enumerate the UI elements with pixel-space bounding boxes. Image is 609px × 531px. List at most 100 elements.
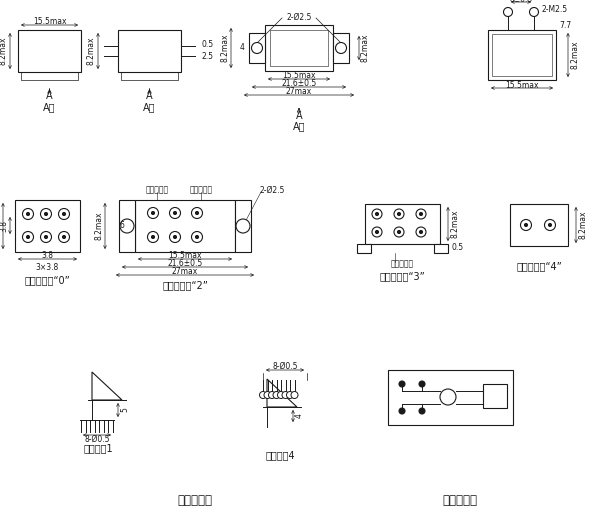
Circle shape (27, 212, 29, 216)
Circle shape (416, 227, 426, 237)
Text: 安装方式：“0”: 安装方式：“0” (24, 275, 71, 285)
Circle shape (549, 224, 552, 227)
Text: 8-Ø0.5: 8-Ø0.5 (272, 362, 298, 371)
Bar (270, 30, 328, 66)
Text: 安装方式：“3”: 安装方式：“3” (379, 271, 425, 281)
Text: 5: 5 (120, 408, 129, 413)
Text: 2-Ø2.5: 2-Ø2.5 (260, 185, 286, 194)
Circle shape (63, 212, 66, 216)
Text: 8.2max: 8.2max (578, 211, 587, 239)
Bar (388, 370, 513, 425)
Bar (265, 25, 333, 71)
Bar (357, 244, 371, 253)
Bar (235, 200, 251, 252)
Text: 安装方式：“4”: 安装方式：“4” (516, 261, 562, 271)
Text: 8.2max: 8.2max (0, 37, 8, 65)
Bar (15, 200, 80, 252)
Circle shape (336, 42, 347, 54)
Text: 0.5: 0.5 (452, 244, 464, 253)
Text: 2-Ø2.5: 2-Ø2.5 (286, 13, 312, 21)
Circle shape (259, 391, 267, 398)
Text: 着色绦缘子: 着色绦缘子 (146, 185, 169, 194)
Circle shape (282, 391, 289, 398)
Circle shape (23, 232, 33, 243)
Bar (365, 204, 440, 244)
Circle shape (394, 227, 404, 237)
Circle shape (419, 381, 425, 387)
Circle shape (278, 391, 284, 398)
Text: 7.7: 7.7 (559, 21, 571, 30)
Text: 8±0.5: 8±0.5 (509, 0, 533, 4)
Circle shape (191, 232, 203, 243)
Text: 着色绦缘子: 着色绦缘子 (391, 260, 414, 269)
Text: 着色绦缘子: 着色绦缘子 (189, 185, 213, 194)
Text: 3.8: 3.8 (0, 219, 8, 232)
Circle shape (398, 230, 401, 234)
Circle shape (529, 7, 538, 16)
Circle shape (44, 236, 48, 238)
Bar (249, 33, 265, 63)
Circle shape (169, 208, 180, 218)
Text: 15.5max: 15.5max (505, 81, 539, 90)
Text: 2-M2.5: 2-M2.5 (542, 5, 568, 14)
Text: 21.6±0.5: 21.6±0.5 (167, 260, 203, 269)
Circle shape (191, 208, 203, 218)
Text: 27max: 27max (286, 88, 312, 97)
Circle shape (174, 211, 177, 215)
Text: 焊钉式：4: 焊钉式：4 (265, 450, 295, 460)
Bar (18, 30, 81, 72)
Text: A: A (146, 91, 153, 101)
Circle shape (41, 209, 52, 219)
Circle shape (27, 236, 29, 238)
Circle shape (521, 219, 532, 230)
Text: 8.2max: 8.2max (0, 212, 1, 240)
Circle shape (416, 209, 426, 219)
Bar (121, 72, 178, 80)
Circle shape (269, 391, 275, 398)
Circle shape (195, 211, 199, 215)
Circle shape (195, 236, 199, 238)
Circle shape (147, 232, 158, 243)
Text: 插针式：1: 插针式：1 (83, 443, 113, 453)
Text: 底视电路图: 底视电路图 (443, 493, 477, 507)
Circle shape (420, 212, 423, 216)
Circle shape (120, 219, 134, 233)
Text: A: A (296, 111, 302, 121)
Circle shape (63, 236, 66, 238)
Text: 15.5max: 15.5max (33, 18, 66, 27)
Circle shape (174, 236, 177, 238)
Bar (135, 200, 235, 252)
Text: 8.2max: 8.2max (220, 34, 229, 62)
Circle shape (23, 209, 33, 219)
Circle shape (544, 219, 555, 230)
Circle shape (273, 391, 280, 398)
Text: 15.5max: 15.5max (282, 72, 315, 81)
Circle shape (264, 391, 271, 398)
Circle shape (58, 209, 69, 219)
Circle shape (169, 232, 180, 243)
Text: 3×3.8: 3×3.8 (36, 263, 59, 272)
Bar (492, 34, 552, 76)
Bar (118, 30, 181, 72)
Text: 8.2max: 8.2max (570, 41, 579, 69)
Circle shape (236, 219, 250, 233)
Bar (483, 384, 507, 408)
Circle shape (372, 209, 382, 219)
Bar (21, 72, 78, 80)
Text: 27max: 27max (172, 268, 198, 277)
Circle shape (58, 232, 69, 243)
Bar (333, 33, 349, 63)
Text: 引出端型式: 引出端型式 (177, 493, 213, 507)
Text: 2.5: 2.5 (201, 52, 213, 61)
Text: 8.2max: 8.2max (94, 212, 103, 240)
Text: 8.2max: 8.2max (361, 34, 370, 62)
Text: 4: 4 (240, 44, 245, 53)
Circle shape (252, 42, 262, 54)
Text: 0.5: 0.5 (201, 40, 213, 49)
Text: 8-Ø0.5: 8-Ø0.5 (84, 434, 110, 443)
Text: 3.8: 3.8 (41, 252, 54, 261)
Circle shape (399, 381, 405, 387)
Circle shape (286, 391, 294, 398)
Circle shape (399, 408, 405, 414)
Bar (434, 244, 448, 253)
